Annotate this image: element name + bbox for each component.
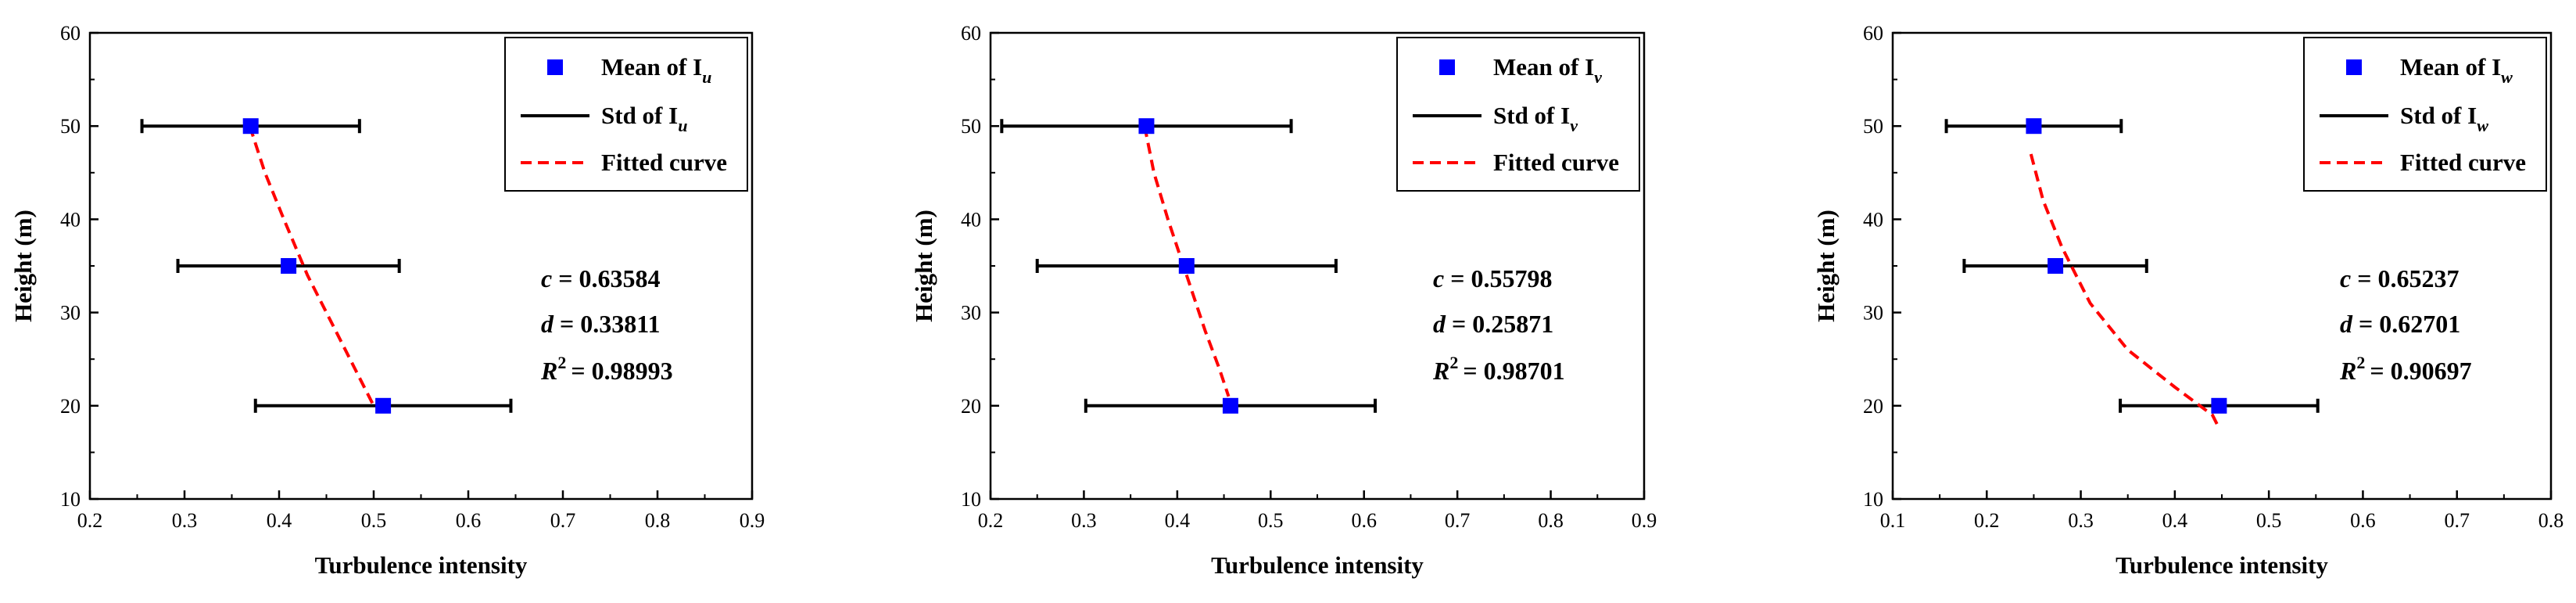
y-axis-title: Height (m)	[9, 210, 37, 322]
legend-mean-label: Mean of Iu	[601, 53, 711, 87]
y-axis-title: Height (m)	[1812, 210, 1840, 322]
legend-mean-marker	[2346, 59, 2362, 75]
legend-std-label: Std of Iv	[1493, 102, 1578, 135]
y-tick-label: 60	[961, 22, 981, 45]
mean-point	[1138, 118, 1155, 135]
y-tick-label: 10	[1863, 488, 1883, 511]
legend-mean-label: Mean of Iv	[1493, 53, 1602, 87]
stat-r2: R2 = 0.98701	[1432, 353, 1565, 385]
x-tick-label: 0.7	[1445, 509, 1471, 532]
chart-panel-1: 0.2 0.3 0.4 0.5 0.6 0.7 0.8 0.9 10 20 30 40 50 60 Turb…	[9, 22, 765, 579]
mean-point	[2048, 258, 2064, 274]
stat-d: d = 0.25871	[1433, 310, 1553, 338]
x-tick-label: 0.6	[456, 509, 482, 532]
x-tick-label: 0.3	[1071, 509, 1097, 532]
x-tick-label: 0.4	[2162, 509, 2188, 532]
x-tick-label: 0.2	[1974, 509, 2000, 532]
y-tick-label: 30	[961, 302, 981, 325]
y-tick-label: 20	[1863, 395, 1883, 418]
x-axis-title: Turbulence intensity	[2116, 551, 2328, 579]
x-tick-label: 0.9	[740, 509, 765, 532]
legend-fit-label: Fitted curve	[1493, 149, 1619, 176]
y-tick-label: 40	[60, 208, 81, 231]
legend-fit-label: Fitted curve	[601, 149, 727, 176]
x-tick-label: 0.5	[1258, 509, 1284, 532]
x-tick-label: 0.6	[1351, 509, 1377, 532]
chart-panel-2: 0.2 0.3 0.4 0.5 0.6 0.7 0.8 0.9 10 20 30 40 50 60 Turb…	[910, 22, 1657, 579]
stat-r2: R2 = 0.98993	[540, 353, 673, 385]
x-tick-label: 0.8	[2538, 509, 2564, 532]
legend-mean-label: Mean of Iw	[2400, 53, 2513, 87]
chart-panel-3: 0.1 0.2 0.3 0.4 0.5 0.6 0.7 0.8 10 20 30 40 50 60 Turb…	[1812, 22, 2563, 579]
legend-std-label: Std of Iu	[601, 102, 687, 135]
x-tick-label: 0.9	[1632, 509, 1657, 532]
stat-d: d = 0.33811	[541, 310, 660, 338]
mean-point	[1222, 397, 1238, 414]
mean-point	[242, 118, 259, 135]
y-tick-label: 20	[60, 395, 81, 418]
x-axis-title: Turbulence intensity	[315, 551, 528, 579]
y-tick-label: 40	[961, 208, 981, 231]
legend-mean-marker	[547, 59, 563, 75]
stat-c: c = 0.55798	[1433, 264, 1552, 293]
mean-point	[2026, 118, 2042, 135]
fitted-curve-line	[2029, 153, 2219, 425]
y-tick-label: 50	[1863, 115, 1883, 138]
x-tick-label: 0.4	[267, 509, 292, 532]
x-tick-label: 0.1	[1880, 509, 1906, 532]
x-tick-label: 0.2	[77, 509, 103, 532]
mean-point	[2211, 397, 2227, 414]
y-tick-label: 30	[1863, 302, 1883, 325]
y-tick-label: 10	[60, 488, 81, 511]
y-tick-label: 30	[60, 302, 81, 325]
x-tick-label: 0.7	[2444, 509, 2470, 532]
x-tick-label: 0.2	[978, 509, 1004, 532]
x-tick-label: 0.7	[550, 509, 576, 532]
stat-c: c = 0.65237	[2340, 264, 2459, 293]
y-tick-label: 20	[961, 395, 981, 418]
y-tick-label: 50	[60, 115, 81, 138]
x-tick-label: 0.6	[2350, 509, 2376, 532]
x-tick-label: 0.8	[1538, 509, 1564, 532]
mean-point	[1178, 258, 1195, 274]
fitted-curve-line	[248, 125, 375, 407]
legend-mean-marker	[1439, 59, 1455, 75]
y-tick-label: 50	[961, 115, 981, 138]
y-axis-title: Height (m)	[910, 210, 937, 322]
mean-point	[281, 258, 297, 274]
x-tick-label: 0.3	[172, 509, 198, 532]
legend-std-label: Std of Iw	[2400, 102, 2488, 135]
x-tick-label: 0.4	[1165, 509, 1191, 532]
y-tick-label: 60	[1863, 22, 1883, 45]
y-tick-label: 10	[961, 488, 981, 511]
x-tick-label: 0.8	[645, 509, 671, 532]
mean-point	[375, 397, 392, 414]
x-axis-title: Turbulence intensity	[1211, 551, 1424, 579]
stat-d: d = 0.62701	[2340, 310, 2460, 338]
x-tick-label: 0.3	[2068, 509, 2094, 532]
y-tick-label: 40	[1863, 208, 1883, 231]
legend-fit-label: Fitted curve	[2400, 149, 2526, 176]
stat-c: c = 0.63584	[541, 264, 660, 293]
x-tick-label: 0.5	[361, 509, 387, 532]
fitted-curve-line	[1143, 125, 1231, 397]
x-tick-label: 0.5	[2256, 509, 2282, 532]
y-tick-label: 60	[60, 22, 81, 45]
stat-r2: R2 = 0.90697	[2339, 353, 2472, 385]
